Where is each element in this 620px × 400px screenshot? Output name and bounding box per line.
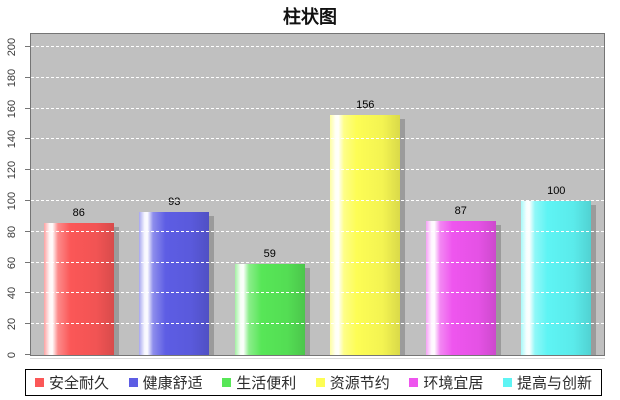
- y-tick-label-180: 180: [6, 68, 18, 87]
- y-tick-label-160: 160: [6, 99, 18, 118]
- bars-container: 86 93 59 156 87 100: [31, 34, 604, 355]
- legend-swatch-icon: [222, 378, 232, 387]
- bar-value-label: 86: [72, 206, 85, 219]
- gridline-100: [31, 200, 604, 201]
- gridline-140: [31, 138, 604, 140]
- bar-value-label: 100: [547, 185, 566, 197]
- bar-生活便利: [234, 264, 305, 355]
- legend-item-资源节约: 资源节约: [315, 372, 390, 393]
- y-tick-mark-60: [25, 261, 30, 263]
- bar-slot-4: 156: [318, 34, 414, 355]
- y-tick-mark-160: [25, 107, 30, 109]
- bar-value-label: 59: [263, 248, 276, 261]
- bar-健康舒适: [139, 211, 210, 355]
- bar-value-label: 93: [168, 195, 181, 208]
- legend-item-环境宜居: 环境宜居: [409, 372, 483, 393]
- gridline-60: [31, 261, 604, 263]
- legend-label: 安全耐久: [49, 375, 110, 392]
- y-tick-mark-100: [25, 200, 30, 201]
- y-tick-label-0: 0: [6, 351, 18, 359]
- y-tick-mark-180: [25, 76, 30, 78]
- gridline-160: [31, 107, 604, 109]
- y-tick-label-80: 80: [6, 225, 18, 238]
- bar-slot-6: 100: [509, 34, 605, 355]
- legend-item-提高与创新: 提高与创新: [502, 372, 592, 393]
- y-tick-mark-200: [25, 46, 30, 47]
- bar-环境宜居: [425, 221, 496, 355]
- legend-label: 健康舒适: [142, 375, 203, 392]
- bar-slot-3: 59: [222, 34, 318, 355]
- plot-area: 86 93 59 156 87 100: [30, 33, 605, 356]
- y-tick-mark-0: [25, 354, 30, 355]
- bar-slot-5: 87: [413, 34, 509, 355]
- y-tick-label-20: 20: [6, 318, 18, 331]
- y-tick-label-120: 120: [6, 161, 18, 180]
- y-tick-mark-40: [25, 292, 30, 294]
- bar-value-label: 156: [356, 98, 375, 111]
- legend-swatch-icon: [315, 378, 325, 387]
- bar-资源节约: [330, 114, 401, 355]
- bar-安全耐久: [43, 222, 114, 355]
- y-tick-label-200: 200: [6, 37, 18, 57]
- gridline-200: [31, 46, 604, 47]
- bar-提高与创新: [521, 201, 592, 355]
- y-tick-mark-120: [25, 169, 30, 171]
- y-tick-label-40: 40: [6, 287, 18, 300]
- y-tick-label-100: 100: [6, 191, 18, 211]
- y-tick-label-60: 60: [6, 256, 18, 269]
- bar-slot-2: 93: [127, 34, 223, 355]
- y-tick-mark-80: [25, 230, 30, 232]
- bar-slot-1: 86: [31, 34, 127, 355]
- chart-title: 柱状图: [283, 7, 337, 27]
- legend-item-健康舒适: 健康舒适: [128, 372, 203, 393]
- legend-item-生活便利: 生活便利: [222, 372, 296, 393]
- legend-swatch-icon: [502, 378, 512, 387]
- legend-item-安全耐久: 安全耐久: [35, 372, 109, 393]
- x-axis-line: [30, 358, 605, 359]
- gridline-120: [31, 169, 604, 171]
- legend: 安全耐久 健康舒适 生活便利 资源节约 环境宜居 提高与创新: [25, 369, 602, 396]
- gridline-180: [31, 76, 604, 78]
- legend-label: 生活便利: [236, 375, 297, 392]
- legend-swatch-icon: [409, 378, 419, 387]
- y-tick-label-140: 140: [6, 130, 18, 149]
- legend-swatch-icon: [35, 378, 44, 387]
- y-axis: 0 20 40 60 80 100 120 140 160 180 200: [0, 33, 30, 358]
- gridline-40: [31, 292, 604, 294]
- y-tick-mark-140: [25, 138, 30, 140]
- gridline-20: [31, 323, 604, 325]
- legend-swatch-icon: [128, 378, 138, 387]
- legend-label: 提高与创新: [516, 375, 592, 392]
- gridline-80: [31, 230, 604, 232]
- legend-label: 资源节约: [329, 375, 390, 392]
- y-tick-mark-20: [25, 323, 30, 325]
- legend-label: 环境宜居: [423, 375, 484, 392]
- bar-value-label: 87: [454, 205, 467, 218]
